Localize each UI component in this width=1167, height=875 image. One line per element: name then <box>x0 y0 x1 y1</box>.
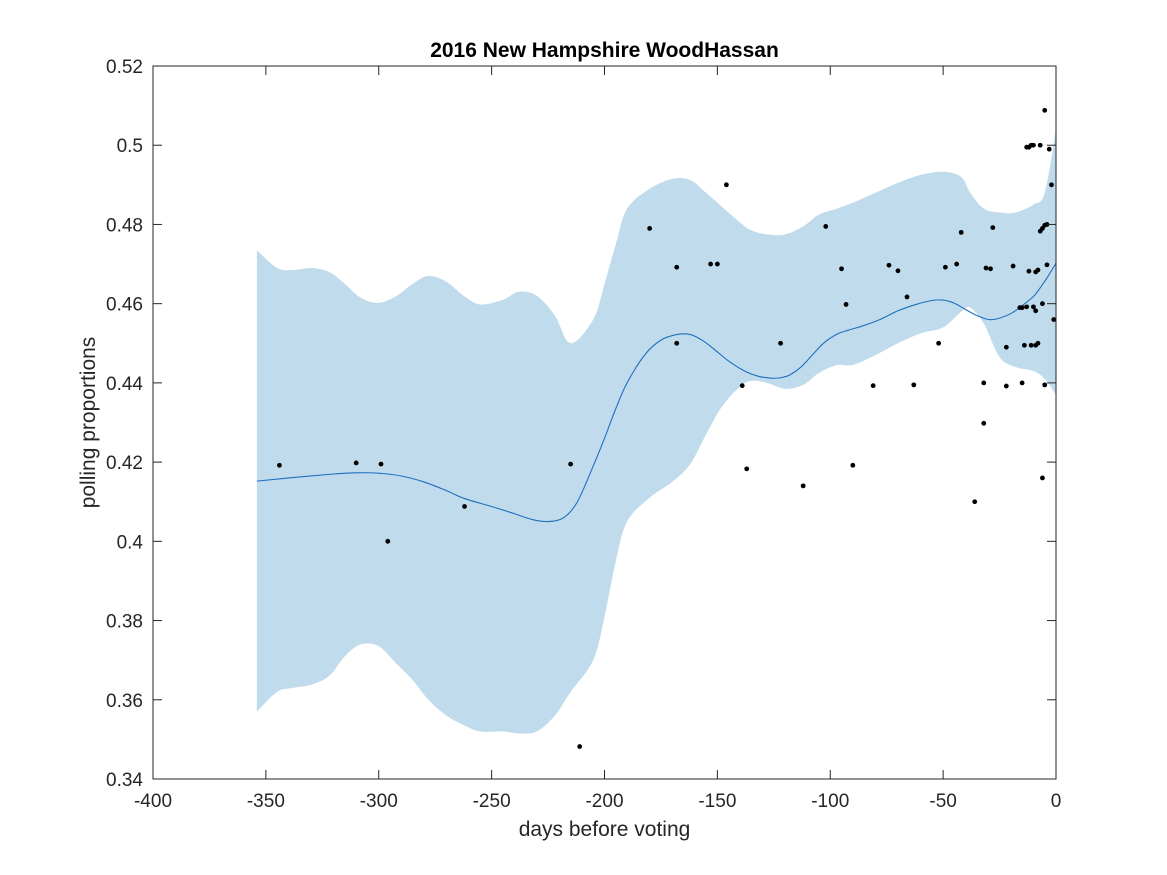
poll-point <box>462 504 467 509</box>
poll-point <box>1026 268 1032 274</box>
poll-point <box>954 261 960 267</box>
poll-point <box>674 340 680 346</box>
poll-point <box>1042 107 1048 113</box>
poll-point <box>714 261 720 267</box>
poll-point <box>674 264 680 270</box>
poll-point <box>378 461 384 467</box>
confidence-band-layer <box>256 129 1057 734</box>
poll-point <box>1019 305 1025 311</box>
poll-point <box>1024 304 1030 310</box>
poll-point <box>942 264 948 270</box>
poll-point <box>895 268 901 274</box>
y-tick-label: 0.36 <box>106 691 143 712</box>
y-tick-label: 0.38 <box>106 612 143 633</box>
poll-point <box>1046 146 1052 152</box>
poll-points-layer <box>277 107 1057 749</box>
poll-point <box>708 261 713 267</box>
poll-point <box>850 462 856 468</box>
poll-point <box>1042 382 1048 388</box>
poll-point <box>983 265 989 271</box>
y-tick-label: 0.34 <box>106 770 143 791</box>
poll-point <box>1051 317 1057 322</box>
poll-point <box>1044 222 1050 227</box>
y-tick-label: 0.42 <box>106 453 143 474</box>
x-tick-label: -400 <box>134 791 172 812</box>
poll-point <box>843 302 849 307</box>
mean-line-layer <box>256 262 1057 523</box>
poll-point <box>277 462 282 468</box>
poll-point <box>1028 342 1034 348</box>
x-tick-label: -150 <box>698 791 736 812</box>
x-tick-label: -200 <box>585 791 623 812</box>
poll-point <box>823 224 829 229</box>
y-tick-label: 0.4 <box>117 532 144 553</box>
poll-point <box>911 382 917 388</box>
poll-point <box>800 483 806 489</box>
poll-point <box>1019 380 1025 386</box>
poll-point <box>1040 475 1045 481</box>
poll-point <box>1040 301 1045 307</box>
poll-point <box>1003 383 1009 389</box>
poll-point <box>1037 142 1043 148</box>
ticks-layer: -400 -350 -300 -250 -200 -150 -100 -50 0 0.34 0.36… <box>106 57 1061 812</box>
x-tick-label: -50 <box>929 791 956 812</box>
poll-point <box>577 744 583 749</box>
poll-point <box>739 383 745 389</box>
poll-point <box>972 499 978 505</box>
poll-point <box>1044 262 1050 268</box>
poll-point <box>981 420 987 426</box>
y-tick-label: 0.52 <box>106 57 143 78</box>
y-axis-label: polling proportions <box>77 337 100 509</box>
mean-line <box>256 262 1057 523</box>
y-tick-label: 0.46 <box>106 295 143 316</box>
poll-point <box>744 466 750 472</box>
poll-point <box>1021 342 1027 348</box>
poll-point <box>958 229 964 235</box>
poll-point <box>1031 304 1036 310</box>
poll-point <box>870 383 876 389</box>
chart-title: 2016 New Hampshire WoodHassan <box>430 39 779 62</box>
poll-point <box>839 266 844 272</box>
poll-point <box>1031 142 1036 148</box>
poll-point <box>353 460 359 466</box>
poll-point <box>724 182 729 188</box>
x-tick-label: -350 <box>247 791 285 812</box>
poll-point <box>981 380 987 386</box>
poll-point <box>778 340 783 346</box>
poll-point <box>1049 182 1054 188</box>
y-tick-label: 0.44 <box>106 374 143 395</box>
y-tick-label: 0.48 <box>106 215 143 236</box>
poll-point <box>1003 344 1009 350</box>
poll-point <box>886 262 892 268</box>
poll-point <box>647 226 653 231</box>
poll-point <box>936 340 942 346</box>
x-tick-label: 0 <box>1051 791 1062 812</box>
x-tick-label: -100 <box>811 791 849 812</box>
x-tick-label: -300 <box>360 791 398 812</box>
poll-point <box>1035 267 1041 273</box>
poll-point <box>1035 340 1041 346</box>
poll-point <box>904 294 910 300</box>
poll-point <box>1033 308 1039 314</box>
poll-point <box>385 538 391 544</box>
confidence-band <box>256 129 1057 734</box>
poll-point <box>568 461 574 467</box>
poll-point <box>1010 263 1016 269</box>
y-tick-label: 0.5 <box>117 136 143 157</box>
poll-point <box>988 266 993 272</box>
poll-point <box>990 225 996 231</box>
x-axis-label: days before voting <box>519 818 691 841</box>
x-tick-label: -250 <box>473 791 511 812</box>
